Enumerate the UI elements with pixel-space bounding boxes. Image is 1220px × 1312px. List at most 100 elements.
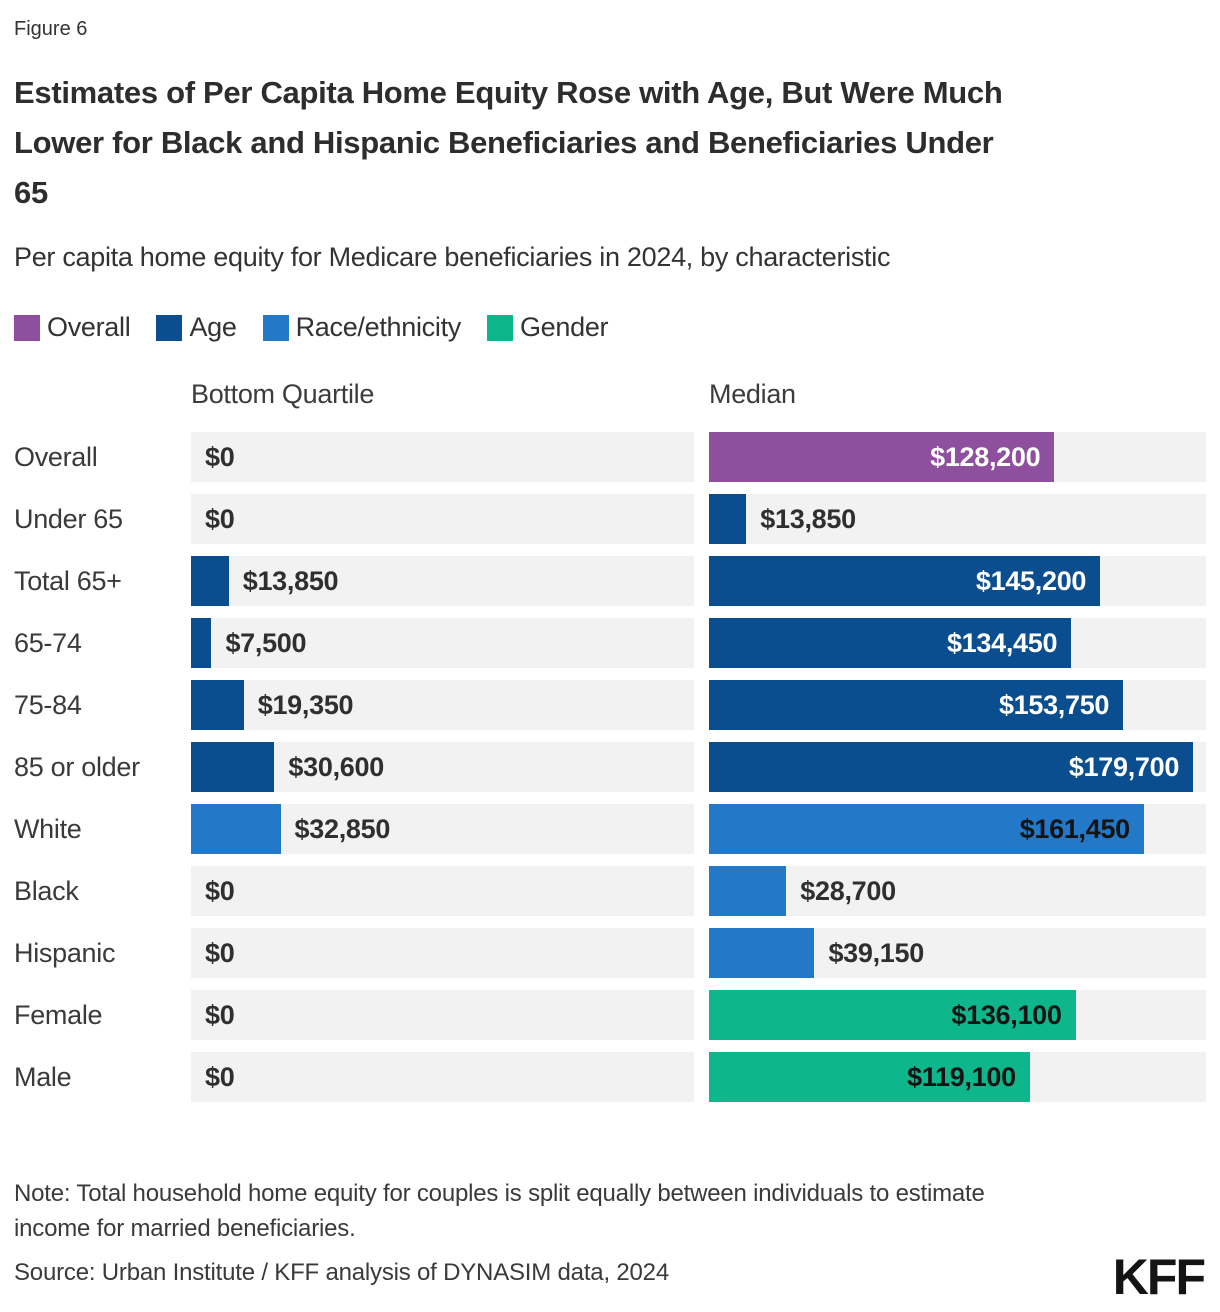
source-line: Source: Urban Institute / KFF analysis o… (14, 1259, 669, 1286)
overall-median-value: $128,200 (930, 441, 1041, 472)
male-median-bar: $119,100 (709, 1052, 1030, 1102)
legend-swatch-age (156, 314, 183, 341)
hispanic-median-bar (709, 928, 815, 978)
female-median-value: $136,100 (951, 999, 1062, 1030)
75-84-bottom-quartile-value: $19,350 (257, 689, 354, 720)
75-84-bottom-quartile-track: $19,350 (191, 680, 694, 730)
under-65-bottom-quartile-track: $0 (191, 494, 694, 544)
column-headers: Bottom Quartile Median (14, 379, 1206, 410)
row-label-hispanic: Hispanic (14, 937, 116, 968)
table-row-male: Male $0 $119,100 (14, 1052, 1206, 1102)
chart-subtitle: Per capita home equity for Medicare bene… (14, 242, 891, 272)
white-bottom-quartile-bar (191, 804, 281, 854)
female-median-track: $136,100 (709, 990, 1206, 1040)
under-65-median-bar (709, 494, 747, 544)
overall-median-track: $128,200 (709, 432, 1206, 482)
table-row-black: Black $0 $28,700 (14, 866, 1206, 916)
table-row-75-84: 75-84 $19,350 $153,750 (14, 680, 1206, 730)
overall-bottom-quartile-value: $0 (205, 441, 235, 472)
row-label-overall: Overall (14, 441, 98, 472)
85-or-older-median-value: $179,700 (1068, 751, 1180, 782)
table-row-female: Female $0 $136,100 (14, 990, 1206, 1040)
row-label-male: Male (14, 1061, 72, 1092)
male-median-value: $119,100 (907, 1061, 1016, 1092)
legend-label-age: Age (189, 312, 237, 342)
male-median-track: $119,100 (709, 1052, 1206, 1102)
column-header-median: Median (709, 379, 796, 409)
65-74-median-value: $134,450 (946, 627, 1058, 658)
column-header-spacer (14, 379, 191, 410)
75-84-median-value: $153,750 (998, 689, 1110, 720)
hispanic-bottom-quartile-value: $0 (205, 937, 235, 968)
table-row-under-65: Under 65 $0 $13,850 (14, 494, 1206, 544)
legend-swatch-race (262, 314, 289, 341)
table-row-hispanic: Hispanic $0 $39,150 (14, 928, 1206, 978)
footer: Note: Total household home equity for co… (14, 1176, 1206, 1287)
table-row-white: White $32,850 $161,450 (14, 804, 1206, 854)
row-label-female: Female (14, 999, 103, 1030)
hispanic-median-track: $39,150 (709, 928, 1206, 978)
total-65-plus-median-value: $145,200 (975, 565, 1087, 596)
row-label-total-65-plus: Total 65+ (14, 565, 122, 596)
footnote: Note: Total household home equity for co… (14, 1180, 985, 1242)
65-74-bottom-quartile-bar (191, 618, 212, 668)
85-or-older-median-track: $179,700 (709, 742, 1206, 792)
male-bottom-quartile-track: $0 (191, 1052, 694, 1102)
75-84-bottom-quartile-bar (191, 680, 244, 730)
legend-swatch-overall (14, 314, 40, 341)
legend-label-race: Race/ethnicity (295, 312, 462, 342)
row-label-75-84: 75-84 (14, 689, 82, 720)
column-header-bottom-quartile: Bottom Quartile (191, 379, 375, 409)
row-label-white: White (14, 813, 82, 844)
legend-label-gender: Gender (519, 312, 609, 342)
legend-item-race: Race/ethnicity (262, 312, 462, 343)
75-84-median-bar: $153,750 (709, 680, 1124, 730)
black-median-value: $28,700 (800, 875, 896, 906)
65-74-median-track: $134,450 (709, 618, 1206, 668)
total-65-plus-median-track: $145,200 (709, 556, 1206, 606)
overall-median-bar: $128,200 (709, 432, 1055, 482)
chart-rows: Overall $0 $128,200 Under 65 $0 $13,850 Total … (14, 432, 1206, 1102)
white-median-track: $161,450 (709, 804, 1206, 854)
85-or-older-median-bar: $179,700 (709, 742, 1194, 792)
row-label-black: Black (14, 875, 79, 906)
black-median-bar (709, 866, 787, 916)
overall-bottom-quartile-track: $0 (191, 432, 694, 482)
under-65-median-value: $13,850 (760, 503, 856, 534)
white-median-value: $161,450 (1019, 813, 1131, 844)
table-row-85-or-older: 85 or older $30,600 $179,700 (14, 742, 1206, 792)
hispanic-median-value: $39,150 (828, 937, 924, 968)
white-bottom-quartile-value: $32,850 (294, 813, 391, 844)
85-or-older-bottom-quartile-track: $30,600 (191, 742, 694, 792)
figure-label: Figure 6 (14, 18, 88, 40)
column-gap (694, 379, 709, 410)
white-bottom-quartile-track: $32,850 (191, 804, 694, 854)
chart-title: Estimates of Per Capita Home Equity Rose… (14, 75, 1003, 210)
hispanic-bottom-quartile-track: $0 (191, 928, 694, 978)
legend: Overall Age Race/ethnicity Gender (14, 312, 1206, 343)
under-65-median-track: $13,850 (709, 494, 1206, 544)
row-label-85-or-older: 85 or older (14, 751, 140, 782)
legend-label-overall: Overall (47, 312, 131, 342)
kff-logo: KFF (1112, 1249, 1206, 1305)
row-label-under-65: Under 65 (14, 503, 123, 534)
bar-chart: Bottom Quartile Median Overall $0 $128,200… (14, 379, 1206, 1102)
85-or-older-bottom-quartile-bar (191, 742, 275, 792)
total-65-plus-bottom-quartile-value: $13,850 (242, 565, 339, 596)
black-bottom-quartile-value: $0 (205, 875, 235, 906)
female-bottom-quartile-track: $0 (191, 990, 694, 1040)
65-74-bottom-quartile-track: $7,500 (191, 618, 694, 668)
65-74-bottom-quartile-value: $7,500 (225, 627, 307, 658)
85-or-older-bottom-quartile-value: $30,600 (288, 751, 384, 782)
black-bottom-quartile-track: $0 (191, 866, 694, 916)
row-label-65-74: 65-74 (14, 627, 82, 658)
total-65-plus-median-bar: $145,200 (709, 556, 1101, 606)
table-row-total-65-plus: Total 65+ $13,850 $145,200 (14, 556, 1206, 606)
legend-item-overall: Overall (14, 312, 131, 343)
total-65-plus-bottom-quartile-bar (191, 556, 229, 606)
white-median-bar: $161,450 (709, 804, 1144, 854)
table-row-65-74: 65-74 $7,500 $134,450 (14, 618, 1206, 668)
male-bottom-quartile-value: $0 (205, 1061, 235, 1092)
75-84-median-track: $153,750 (709, 680, 1206, 730)
